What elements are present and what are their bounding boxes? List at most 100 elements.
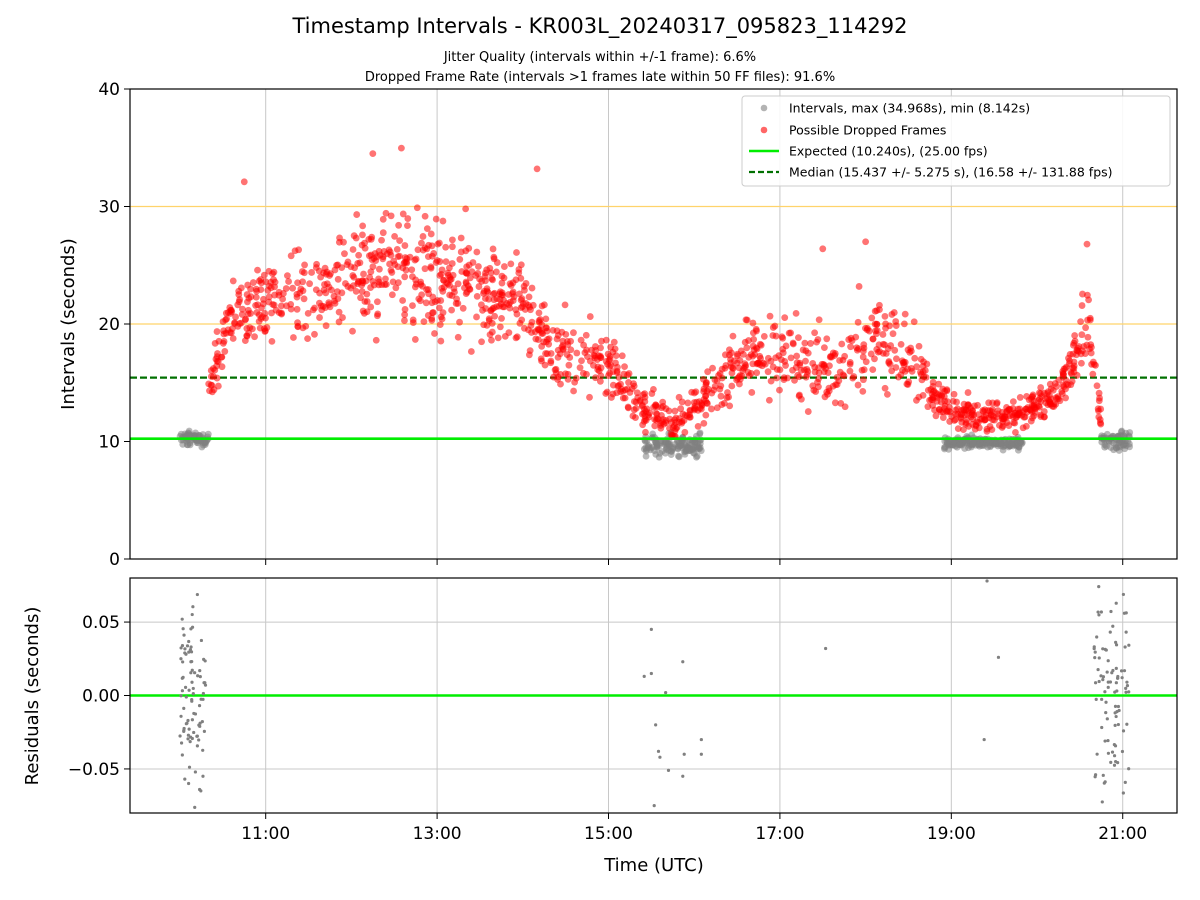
residual-point bbox=[1101, 675, 1106, 679]
dropped-frame-point bbox=[408, 266, 416, 274]
dropped-frame-point bbox=[211, 366, 219, 374]
dropped-frame-point bbox=[222, 329, 230, 337]
residual-point bbox=[190, 612, 194, 617]
dropped-frame-point bbox=[867, 350, 875, 358]
residual-point bbox=[199, 638, 204, 643]
interval-point bbox=[186, 439, 194, 447]
dropped-frame-point bbox=[561, 301, 569, 309]
dropped-frame-point bbox=[642, 428, 649, 436]
dropped-frame-point bbox=[659, 402, 667, 410]
dropped-frame-point bbox=[482, 269, 489, 277]
dropped-frame-point bbox=[887, 342, 895, 349]
dropped-frame-point bbox=[1003, 408, 1011, 415]
dropped-frame-point bbox=[1071, 332, 1079, 339]
dropped-frame-point bbox=[489, 245, 497, 253]
dropped-frame-point bbox=[795, 334, 802, 342]
dropped-frame-point bbox=[244, 298, 251, 306]
dropped-frame-point bbox=[778, 333, 786, 341]
dropped-frame-point bbox=[421, 265, 429, 273]
dropped-frame-point bbox=[630, 380, 637, 387]
residual-point bbox=[197, 738, 201, 742]
dropped-frame-point bbox=[1066, 350, 1074, 358]
residual-point bbox=[1113, 744, 1118, 748]
dropped-frame-point bbox=[1095, 389, 1103, 397]
dropped-frame-point bbox=[427, 264, 435, 272]
dropped-frame-point bbox=[960, 426, 967, 434]
dropped-frame-point bbox=[491, 312, 499, 320]
dropped-frame-point bbox=[671, 407, 679, 415]
dropped-frame-point bbox=[846, 358, 854, 366]
dropped-frame-point bbox=[892, 364, 900, 371]
dropped-frame-point bbox=[883, 390, 891, 398]
dropped-frame-point bbox=[335, 308, 343, 316]
dropped-frame-point bbox=[306, 280, 313, 288]
dropped-frame-point bbox=[897, 341, 905, 348]
residuals-plot: −0.05 0.00 0.05 11:00 13:00 15:00 17:00 19:00 2… bbox=[22, 577, 1178, 876]
dropped-frame-point bbox=[505, 291, 513, 298]
dropped-frame-point bbox=[498, 315, 505, 322]
dropped-frame-point bbox=[831, 399, 839, 407]
interval-point bbox=[1126, 429, 1134, 436]
dropped-frame-point bbox=[456, 256, 464, 263]
dropped-frame-point bbox=[624, 403, 632, 411]
dropped-frame-point bbox=[257, 279, 265, 287]
dropped-frame-point bbox=[836, 368, 844, 376]
dropped-frame-point bbox=[736, 372, 744, 379]
residual-point bbox=[195, 592, 199, 597]
residual-point bbox=[656, 749, 661, 753]
residual-point bbox=[1114, 681, 1118, 685]
interval-point bbox=[685, 445, 693, 452]
residual-point bbox=[1124, 686, 1128, 691]
dropped-frame-point bbox=[316, 314, 323, 321]
dropped-frame-point bbox=[244, 306, 252, 314]
residual-point bbox=[1127, 690, 1131, 694]
dropped-frame-point bbox=[586, 393, 593, 401]
dropped-frame-point bbox=[871, 355, 878, 363]
residual-point bbox=[649, 671, 653, 676]
dropped-frame-point bbox=[702, 411, 710, 419]
dropped-frame-point bbox=[818, 360, 826, 368]
interval-point bbox=[968, 443, 975, 451]
intervals-y-tick-label: 20 bbox=[98, 315, 120, 335]
x-tick-label: 21:00 bbox=[1098, 824, 1147, 844]
dropped-frame-point bbox=[253, 309, 261, 316]
dropped-frame-point bbox=[301, 261, 308, 269]
dropped-frame-point bbox=[932, 412, 940, 420]
dropped-frame-point bbox=[521, 324, 528, 332]
residual-point bbox=[1114, 666, 1118, 670]
dropped-frame-point bbox=[334, 275, 342, 283]
dropped-frame-point bbox=[252, 302, 259, 309]
dropped-frame-point bbox=[411, 256, 419, 264]
dropped-frame-point bbox=[265, 298, 273, 306]
dropped-frame-point bbox=[551, 366, 559, 374]
residual-point bbox=[1108, 630, 1112, 634]
dropped-frame-point bbox=[702, 392, 709, 400]
residual-point bbox=[203, 683, 208, 687]
dropped-frame-point bbox=[929, 378, 937, 386]
dropped-frame-point bbox=[713, 377, 721, 385]
residual-point bbox=[189, 671, 193, 675]
dropped-frame-point bbox=[480, 289, 487, 297]
dropped-frame-point bbox=[490, 304, 498, 312]
dropped-frame-point bbox=[736, 356, 744, 364]
dropped-frame-point bbox=[512, 334, 520, 342]
residual-point bbox=[1095, 752, 1099, 756]
residual-point bbox=[1103, 647, 1107, 651]
dropped-frame-point bbox=[439, 309, 447, 317]
residual-point bbox=[1092, 645, 1096, 649]
residual-point bbox=[183, 651, 187, 655]
dropped-frame-point bbox=[500, 263, 508, 270]
dropped-frame-point bbox=[570, 329, 577, 337]
dropped-frame-point bbox=[293, 293, 301, 301]
dropped-frame-point bbox=[753, 369, 761, 377]
dropped-frame-point bbox=[389, 278, 397, 286]
dropped-frame-point bbox=[854, 318, 862, 326]
residual-point bbox=[196, 674, 200, 678]
dropped-frame-point bbox=[462, 247, 470, 255]
dropped-frame-point bbox=[1095, 407, 1102, 415]
dropped-frame-point bbox=[596, 377, 604, 385]
interval-point bbox=[652, 438, 660, 446]
dropped-frame-point bbox=[1077, 318, 1085, 326]
dropped-frame-point bbox=[226, 310, 234, 317]
dropped-frame-point bbox=[692, 388, 700, 396]
